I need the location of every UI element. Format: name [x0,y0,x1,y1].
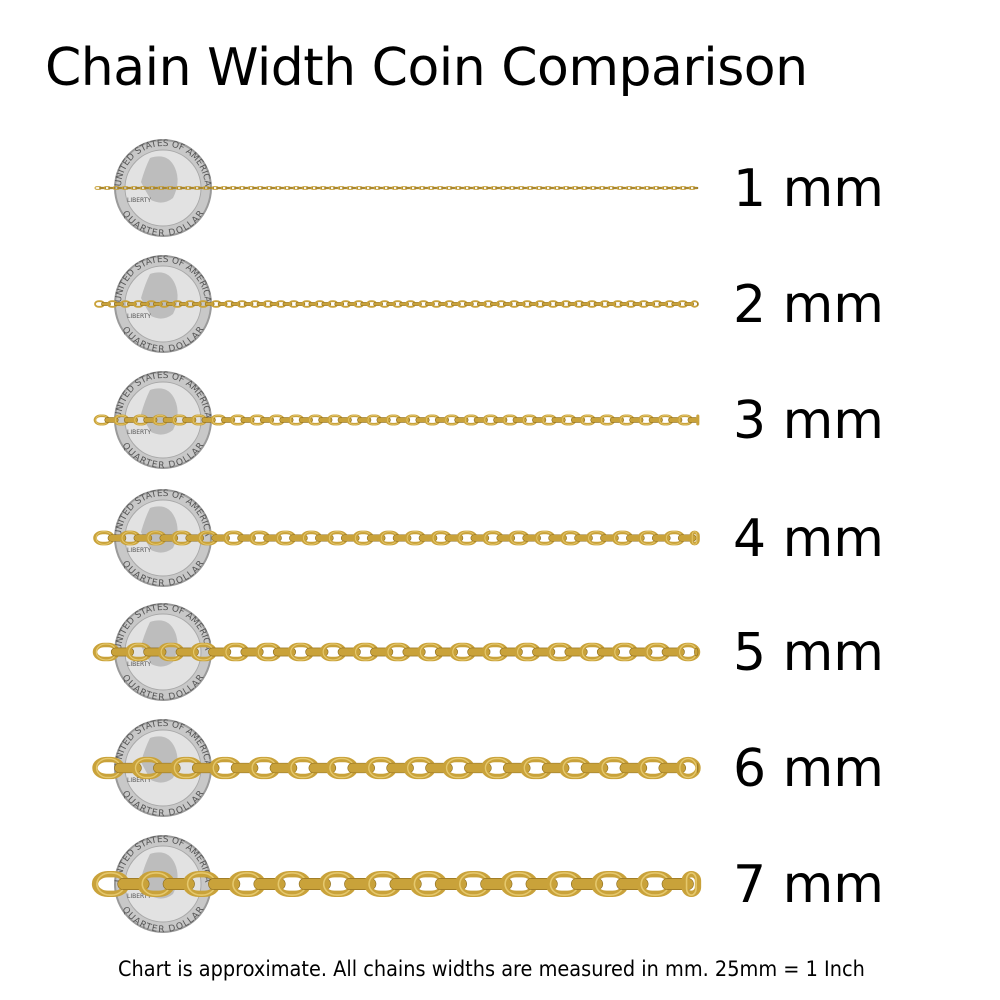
chain-row-1mm: UNITED STATES OF AMERICA QUARTER DOLLAR LI… [0,133,1000,243]
chain-row-7mm: UNITED STATES OF AMERICA QUARTER DOLLAR LI… [0,829,1000,939]
chain-1mm [94,186,699,190]
chain-2mm [94,300,699,308]
width-label: 7 mm [733,855,884,915]
width-label: 5 mm [733,623,884,683]
chain-6mm [92,756,701,780]
chain-5mm [92,642,701,662]
chain-3mm [93,414,700,426]
width-label: 3 mm [733,391,884,451]
svg-text:LIBERTY: LIBERTY [127,429,151,436]
svg-text:LIBERTY: LIBERTY [127,777,151,784]
chain-row-4mm: UNITED STATES OF AMERICA QUARTER DOLLAR LI… [0,483,1000,593]
chain-4mm [93,530,700,546]
chain-row-3mm: UNITED STATES OF AMERICA QUARTER DOLLAR LI… [0,365,1000,475]
width-label: 4 mm [733,509,884,569]
chain-row-5mm: UNITED STATES OF AMERICA QUARTER DOLLAR LI… [0,597,1000,707]
svg-text:LIBERTY: LIBERTY [127,893,151,900]
chain-7mm [91,871,702,897]
footnote: Chart is approximate. All chains widths … [118,957,865,981]
page-title: Chain Width Coin Comparison [45,38,808,98]
svg-text:LIBERTY: LIBERTY [127,197,151,204]
chain-row-2mm: UNITED STATES OF AMERICA QUARTER DOLLAR LI… [0,249,1000,359]
width-label: 2 mm [733,275,884,335]
width-label: 6 mm [733,739,884,799]
svg-text:LIBERTY: LIBERTY [127,313,151,320]
svg-text:LIBERTY: LIBERTY [127,547,151,554]
width-label: 1 mm [733,159,884,219]
svg-text:LIBERTY: LIBERTY [127,661,151,668]
